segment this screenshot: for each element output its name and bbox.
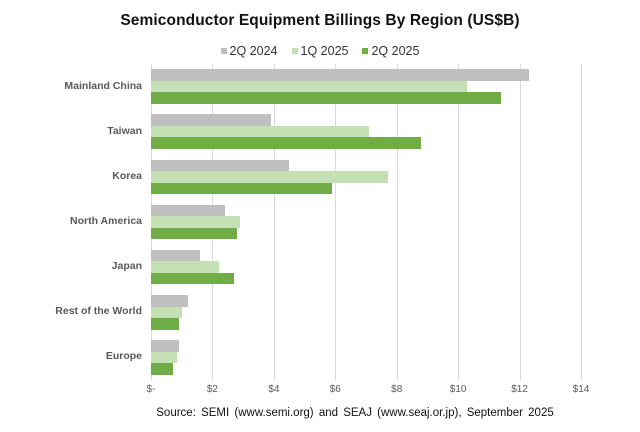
tick-label: $8: [391, 384, 403, 395]
legend-swatch-icon: [362, 48, 369, 54]
gridline: [519, 64, 521, 380]
gridline: [335, 64, 337, 380]
source-note: Source: SEMI (www.semi.org) and SEAJ (ww…: [156, 407, 554, 419]
chart-title: Semiconductor Equipment Billings By Regi…: [120, 12, 520, 29]
gridline: [458, 64, 460, 380]
legend-item-1q2025: 1Q 2025: [291, 44, 349, 58]
legend-label: 2Q 2025: [371, 44, 420, 58]
bar-europe-2q-2024: [151, 340, 179, 352]
tick-label: $6: [329, 384, 341, 395]
legend-item-2q2025: 2Q 2025: [362, 44, 419, 58]
chart-legend: 2Q 2024 1Q 2025 2Q 2025: [0, 44, 640, 58]
legend-item-2q2024: 2Q 2024: [220, 44, 278, 58]
bar-europe-1q-2025: [151, 351, 178, 364]
plot-area: [151, 64, 582, 380]
category-label: Korea: [112, 169, 142, 182]
legend-label: 1Q 2025: [300, 44, 349, 58]
bar-korea-2q-2024: [151, 159, 290, 172]
tick-label: $4: [268, 384, 280, 395]
bar-japan-1q-2025: [151, 261, 219, 273]
tick-label: $2: [206, 384, 218, 395]
tick-label: $12: [511, 384, 528, 395]
bar-korea-2q-2025: [151, 182, 333, 195]
category-label: North America: [70, 215, 142, 227]
legend-swatch-icon: [220, 48, 227, 54]
bar-rest-of-the-world-2q-2024: [151, 295, 188, 307]
category-label: Japan: [111, 260, 142, 273]
bar-korea-1q-2025: [151, 171, 388, 183]
bar-taiwan-2q-2024: [151, 114, 271, 126]
bar-taiwan-1q-2025: [151, 125, 370, 138]
bar-north-america-2q-2024: [151, 204, 225, 217]
category-label: Rest of the World: [55, 305, 142, 318]
bar-japan-2q-2024: [151, 249, 201, 262]
category-label: Taiwan: [107, 124, 142, 137]
bar-mainland-china-2q-2025: [151, 92, 502, 104]
bar-japan-2q-2025: [151, 272, 234, 285]
bar-mainland-china-1q-2025: [151, 80, 468, 93]
bar-north-america-1q-2025: [151, 216, 241, 228]
bar-europe-2q-2025: [151, 363, 173, 375]
bar-rest-of-the-world-2q-2025: [151, 318, 179, 330]
gridline: [273, 64, 275, 380]
legend-label: 2Q 2024: [229, 44, 278, 58]
tick-label: $10: [449, 384, 467, 395]
gridline: [581, 64, 582, 380]
bar-rest-of-the-world-1q-2025: [151, 306, 182, 319]
category-label: Mainland China: [64, 79, 142, 92]
bar-taiwan-2q-2025: [151, 137, 422, 149]
bar-north-america-2q-2025: [151, 227, 237, 240]
tick-label: $14: [572, 384, 590, 395]
tick-label: $-: [146, 384, 156, 395]
category-label: Europe: [105, 350, 142, 363]
gridline: [396, 64, 398, 380]
legend-swatch-icon: [291, 48, 298, 54]
bar-mainland-china-2q-2024: [151, 69, 529, 81]
